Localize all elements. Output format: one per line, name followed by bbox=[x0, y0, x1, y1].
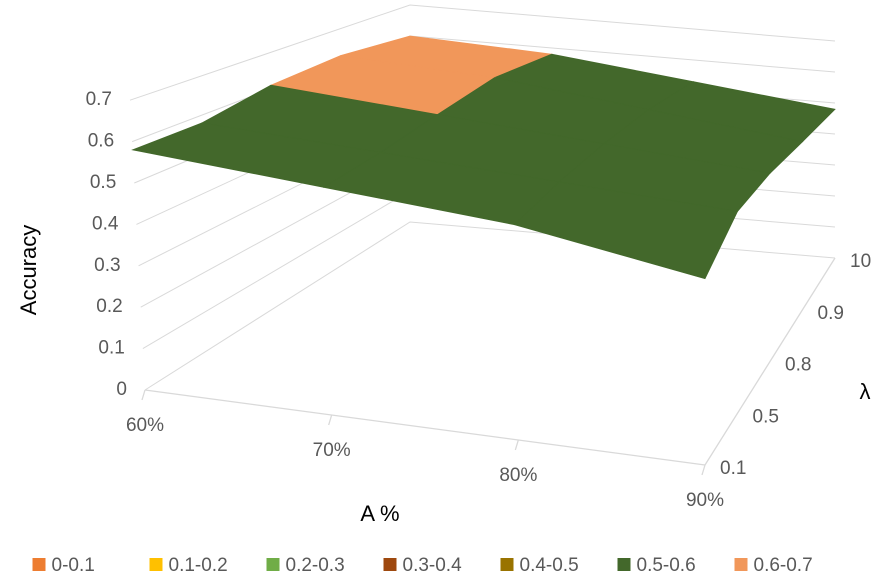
x-tick-label: 80% bbox=[499, 465, 537, 486]
z-tick-label: 0.6 bbox=[88, 131, 114, 152]
legend-label: 0.1-0.2 bbox=[169, 555, 228, 576]
legend-label: 0.2-0.3 bbox=[286, 555, 345, 576]
legend-swatch bbox=[617, 558, 631, 571]
y-tick-label: 0.9 bbox=[818, 303, 844, 324]
legend-swatch bbox=[383, 558, 397, 571]
y-axis-title: λ bbox=[860, 379, 871, 404]
x-tick bbox=[328, 414, 333, 426]
x-tick-label: 60% bbox=[126, 415, 164, 436]
legend-label: 0.5-0.6 bbox=[637, 555, 696, 576]
legend-label: 0.3-0.4 bbox=[403, 555, 463, 576]
x-tick bbox=[514, 439, 519, 451]
y-tick-label: 10 bbox=[850, 251, 871, 272]
surface-patch bbox=[513, 181, 739, 280]
floor-edge bbox=[144, 389, 706, 466]
z-tick-label: 0.5 bbox=[90, 172, 116, 193]
z-tick-label: 0.7 bbox=[86, 89, 112, 110]
legend-label: 0.6-0.7 bbox=[754, 555, 813, 576]
legend-swatch bbox=[32, 558, 46, 571]
x-tick bbox=[701, 464, 706, 476]
x-tick-label: 90% bbox=[686, 490, 724, 511]
z-tick-label: 0 bbox=[116, 379, 127, 400]
grid-line bbox=[129, 4, 836, 101]
z-tick-label: 0.3 bbox=[94, 255, 120, 276]
x-axis-title: A % bbox=[360, 501, 399, 526]
legend-swatch bbox=[149, 558, 163, 571]
x-tick-label: 70% bbox=[313, 440, 351, 461]
y-tick-label: 0.8 bbox=[785, 355, 811, 376]
legend-swatch bbox=[266, 558, 280, 571]
z-tick-label: 0.4 bbox=[92, 213, 119, 234]
floor-edge bbox=[704, 257, 836, 466]
z-tick-label: 0.2 bbox=[96, 296, 122, 317]
grid-line bbox=[144, 221, 836, 391]
legend-swatch bbox=[500, 558, 514, 571]
y-tick-label: 0.5 bbox=[753, 406, 779, 427]
y-tick-label: 0.1 bbox=[720, 458, 746, 479]
legend-label: 0.4-0.5 bbox=[520, 555, 579, 576]
z-axis-title: Accuracy bbox=[16, 225, 41, 315]
z-tick-label: 0.1 bbox=[98, 338, 124, 359]
legend-swatch bbox=[734, 558, 748, 571]
legend-label: 0-0.1 bbox=[52, 555, 95, 576]
x-tick bbox=[141, 389, 146, 401]
